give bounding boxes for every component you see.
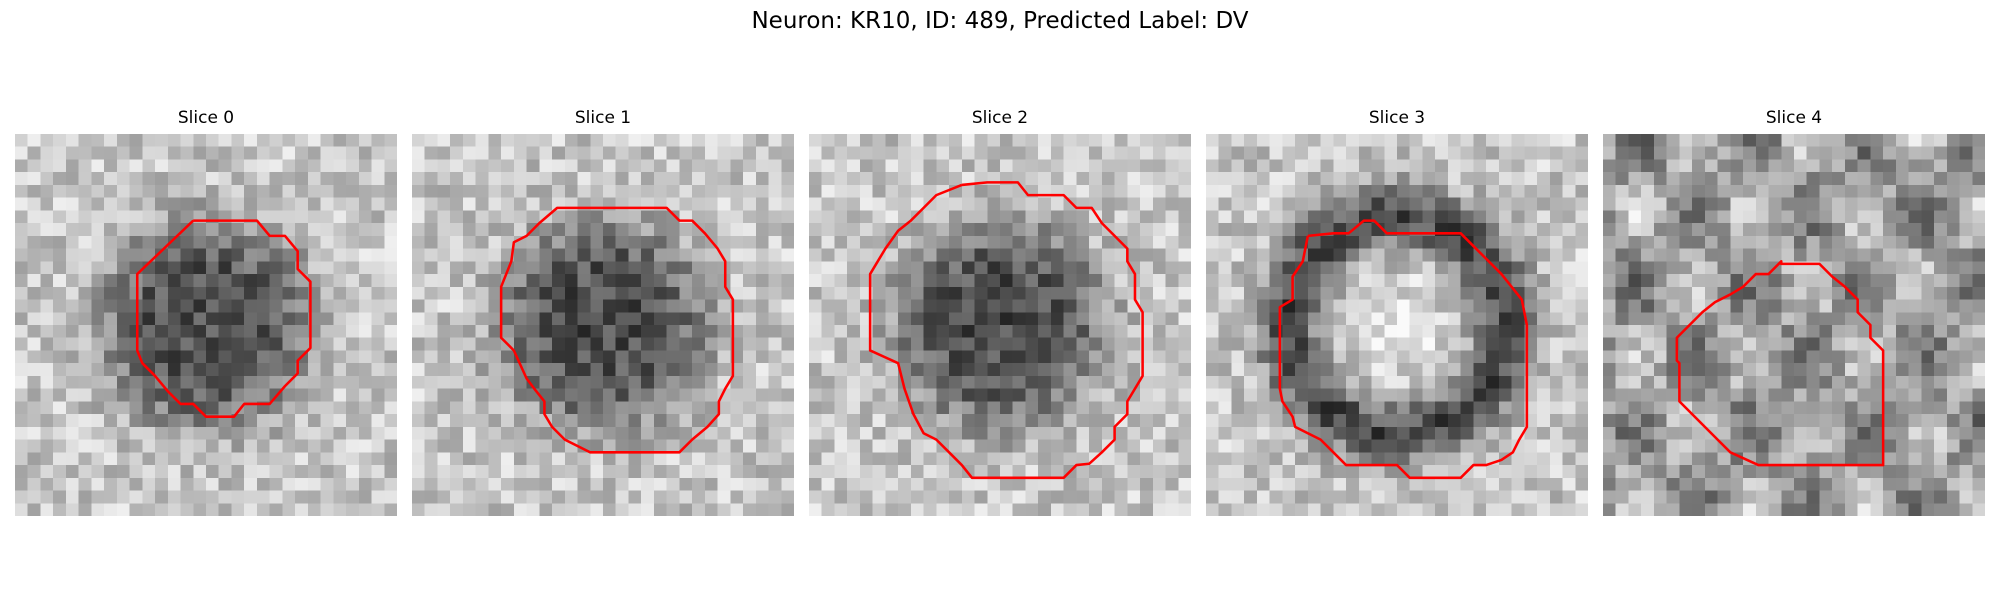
roi-contour-0 bbox=[135, 219, 312, 418]
panel-title-slice-2: Slice 2 bbox=[971, 108, 1029, 128]
slice-image-2 bbox=[809, 134, 1191, 516]
roi-contour-4 bbox=[1675, 260, 1885, 467]
roi-contour-2 bbox=[868, 181, 1144, 480]
slice-image-4 bbox=[1603, 134, 1985, 516]
slice-image-0 bbox=[15, 134, 397, 516]
panel-title-slice-1: Slice 1 bbox=[574, 108, 632, 128]
panel-title-slice-3: Slice 3 bbox=[1368, 108, 1426, 128]
panel-title-slice-4: Slice 4 bbox=[1765, 108, 1823, 128]
roi-contour-3 bbox=[1278, 219, 1529, 480]
panel-title-slice-0: Slice 0 bbox=[177, 108, 235, 128]
slice-image-3 bbox=[1206, 134, 1588, 516]
roi-contour-1 bbox=[499, 206, 735, 454]
figure-title: Neuron: KR10, ID: 489, Predicted Label: … bbox=[751, 8, 1249, 34]
slice-image-1 bbox=[412, 134, 794, 516]
